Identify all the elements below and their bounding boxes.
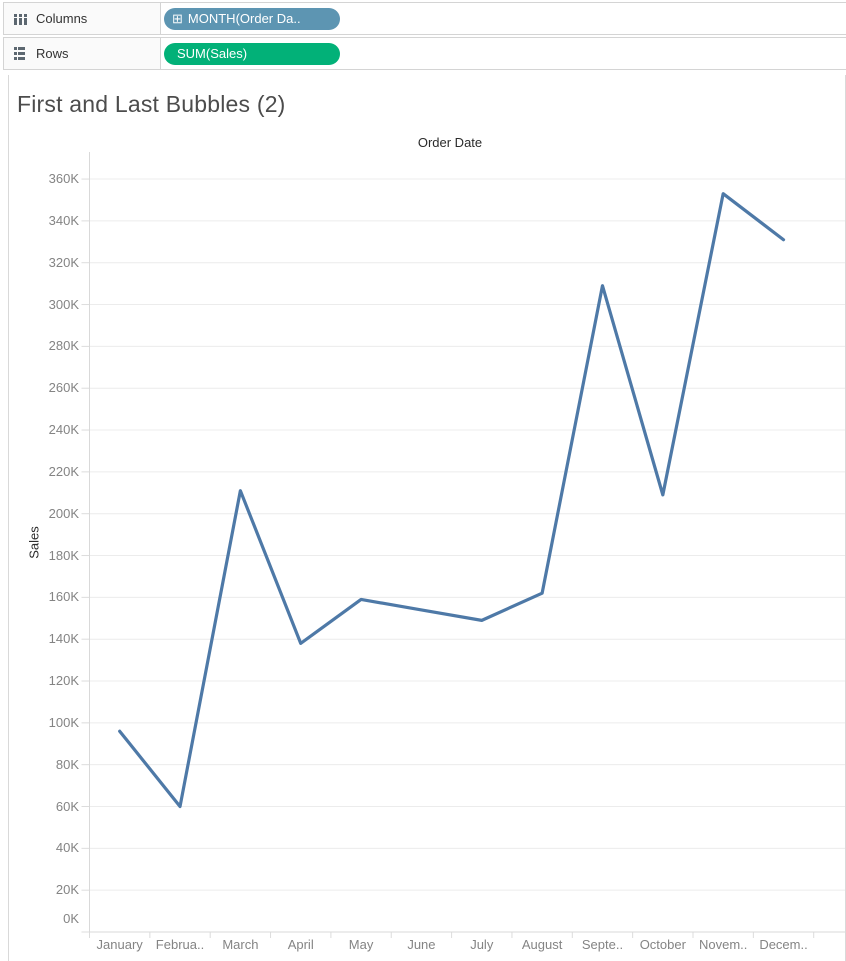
sheet-title[interactable]: First and Last Bubbles (2) bbox=[17, 91, 286, 117]
y-tick-label: 140K bbox=[48, 631, 79, 647]
y-tick-label: 320K bbox=[48, 254, 79, 270]
y-tick-label: 280K bbox=[48, 338, 79, 354]
y-tick-label: 100K bbox=[48, 714, 79, 730]
sales-line-mark[interactable] bbox=[118, 192, 786, 809]
x-tick-label: May bbox=[348, 937, 374, 952]
x-tick-label: June bbox=[407, 937, 436, 952]
x-axis-tick-labels: January Februa.. March April May June July Augu… bbox=[9, 937, 845, 955]
columns-shelf: Columns ⊞ MONTH(Order Da.. bbox=[3, 2, 846, 35]
columns-shelf-label: Columns bbox=[36, 11, 88, 26]
x-tick-label: March bbox=[222, 937, 259, 952]
rows-shelf-label: Rows bbox=[36, 46, 69, 61]
y-tick-label: 0K bbox=[63, 911, 79, 926]
rows-icon bbox=[14, 47, 27, 60]
y-tick-label: 360K bbox=[48, 171, 79, 187]
columns-shelf-label-box: Columns bbox=[4, 3, 161, 34]
y-tick-label: 300K bbox=[48, 296, 79, 312]
x-axis-title: Order Date bbox=[417, 135, 483, 150]
y-tick-label: 340K bbox=[48, 212, 79, 228]
x-tick-label: October bbox=[639, 937, 686, 952]
rows-shelf-dropzone[interactable]: SUM(Sales) bbox=[161, 38, 846, 69]
columns-icon bbox=[14, 12, 27, 25]
y-tick-label: 220K bbox=[48, 463, 79, 479]
y-tick-label: 180K bbox=[48, 547, 79, 563]
rows-shelf-label-box: Rows bbox=[4, 38, 161, 69]
columns-pill-month-order-date[interactable]: ⊞ MONTH(Order Da.. bbox=[164, 7, 340, 30]
y-tick-label: 80K bbox=[55, 756, 79, 772]
y-tick-label: 200K bbox=[48, 505, 79, 521]
line-chart-plot[interactable] bbox=[79, 152, 846, 940]
x-tick-label: Novem.. bbox=[698, 937, 748, 952]
y-tick-label: 160K bbox=[48, 589, 79, 605]
rows-shelf: Rows SUM(Sales) bbox=[3, 37, 846, 70]
columns-pill-label: MONTH(Order Da.. bbox=[187, 11, 301, 26]
worksheet-canvas: First and Last Bubbles (2) Order Date Sa… bbox=[8, 75, 846, 961]
y-tick-label: 240K bbox=[48, 422, 79, 438]
columns-shelf-dropzone[interactable]: ⊞ MONTH(Order Da.. bbox=[161, 3, 846, 34]
x-tick-label: July bbox=[470, 937, 494, 952]
x-tick-label: Decem.. bbox=[759, 937, 808, 952]
x-tick-label: January bbox=[96, 937, 143, 952]
y-axis-tick-labels: 0K 20K 40K 60K 80K 100K 120K 140K 160K 180K 200K 22… bbox=[9, 75, 79, 961]
y-tick-label: 120K bbox=[48, 673, 79, 689]
rows-pill-label: SUM(Sales) bbox=[177, 46, 248, 61]
expand-hierarchy-icon[interactable]: ⊞ bbox=[172, 11, 183, 26]
y-tick-label: 20K bbox=[55, 882, 79, 898]
x-tick-label: Februa.. bbox=[155, 937, 205, 952]
y-tick-label: 60K bbox=[55, 798, 79, 814]
y-tick-label: 40K bbox=[55, 840, 79, 856]
rows-pill-sum-sales[interactable]: SUM(Sales) bbox=[164, 42, 340, 65]
x-tick-label: Septe.. bbox=[581, 937, 624, 952]
y-tick-label: 260K bbox=[48, 380, 79, 396]
x-tick-label: April bbox=[287, 937, 314, 952]
x-tick-label: August bbox=[521, 937, 563, 952]
